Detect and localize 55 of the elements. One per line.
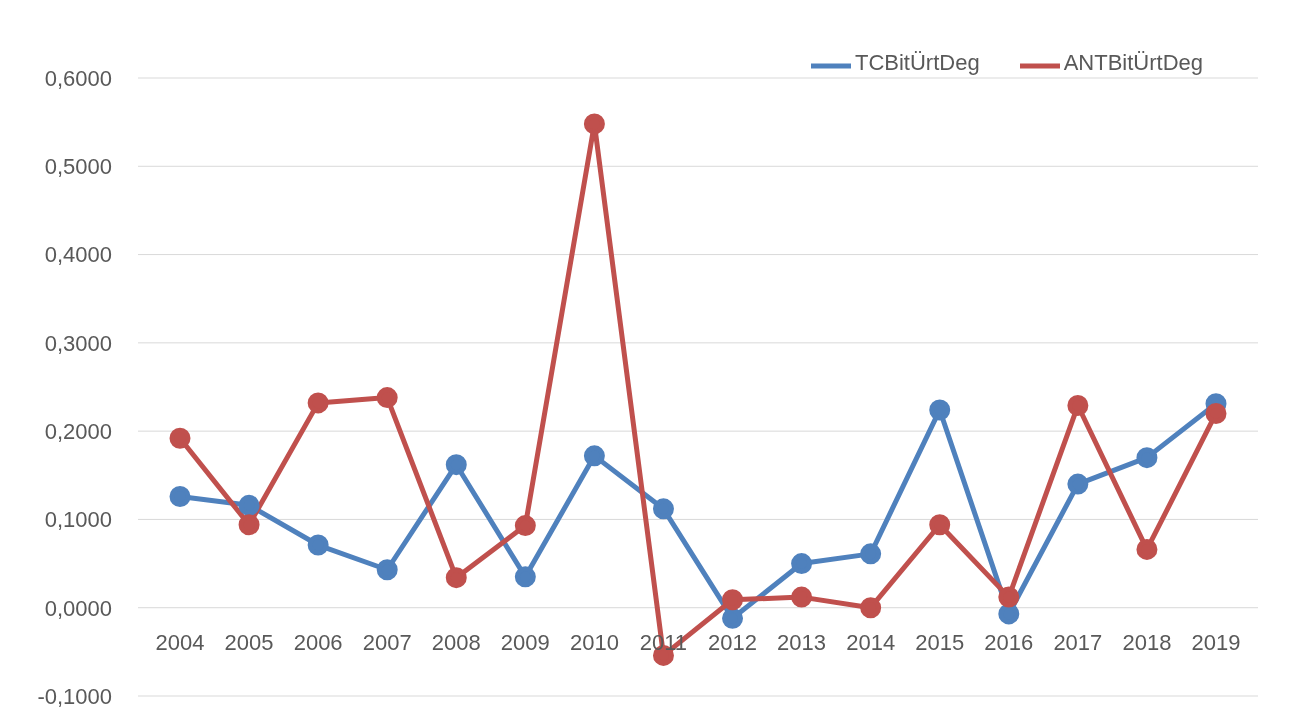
y-tick-label: 0,6000 [44,65,112,91]
x-tick-label: 2017 [1053,630,1103,655]
point [307,534,329,556]
point [722,589,744,611]
point [929,399,951,421]
point [998,603,1020,625]
point [514,515,536,537]
point [791,586,813,608]
point [238,514,260,536]
point [514,566,536,588]
point [860,543,882,565]
x-tick-label: 2014 [846,630,896,655]
point [445,567,467,589]
x-tick-label: 2013 [777,630,827,655]
y-tick-label: 0,2000 [44,418,112,444]
point [652,498,674,520]
point [1136,538,1158,560]
x-tick-label: 2018 [1122,630,1172,655]
x-tick-label: 2015 [915,630,965,655]
point [583,445,605,467]
x-tick-label: 2019 [1191,630,1241,655]
point [791,553,813,575]
x-tick-label: 2009 [500,630,550,655]
point [583,113,605,135]
point [929,514,951,536]
point [1067,395,1089,417]
y-tick-label: 0,0000 [44,595,112,621]
point [376,559,398,581]
y-tick-label: -0,1000 [37,683,112,709]
x-tick-label: 2004 [155,630,205,655]
x-tick-label: 2007 [362,630,412,655]
point [998,586,1020,608]
point [1067,473,1089,495]
x-tick-label: 2016 [984,630,1034,655]
point [307,392,329,414]
point [238,494,260,516]
x-tick-label: 2010 [569,630,619,655]
point [169,485,191,507]
y-tick-label: 0,1000 [44,507,112,533]
point [445,454,467,476]
x-tick-label: 2005 [224,630,274,655]
y-tick-label: 0,5000 [44,154,112,180]
point [1136,447,1158,469]
point [722,607,744,629]
x-tick-label: 2008 [431,630,481,655]
point [169,427,191,449]
legend-label: TCBitÜrtDeg [854,50,980,76]
point [1205,402,1227,424]
point [860,597,882,619]
y-tick-label: 0,3000 [44,330,112,356]
y-tick-label: 0,4000 [44,242,112,268]
x-tick-label: 2006 [293,630,343,655]
point [376,387,398,409]
x-tick-label: 2012 [708,630,758,655]
legend-label: ANTBitÜrtDeg [1063,50,1203,76]
